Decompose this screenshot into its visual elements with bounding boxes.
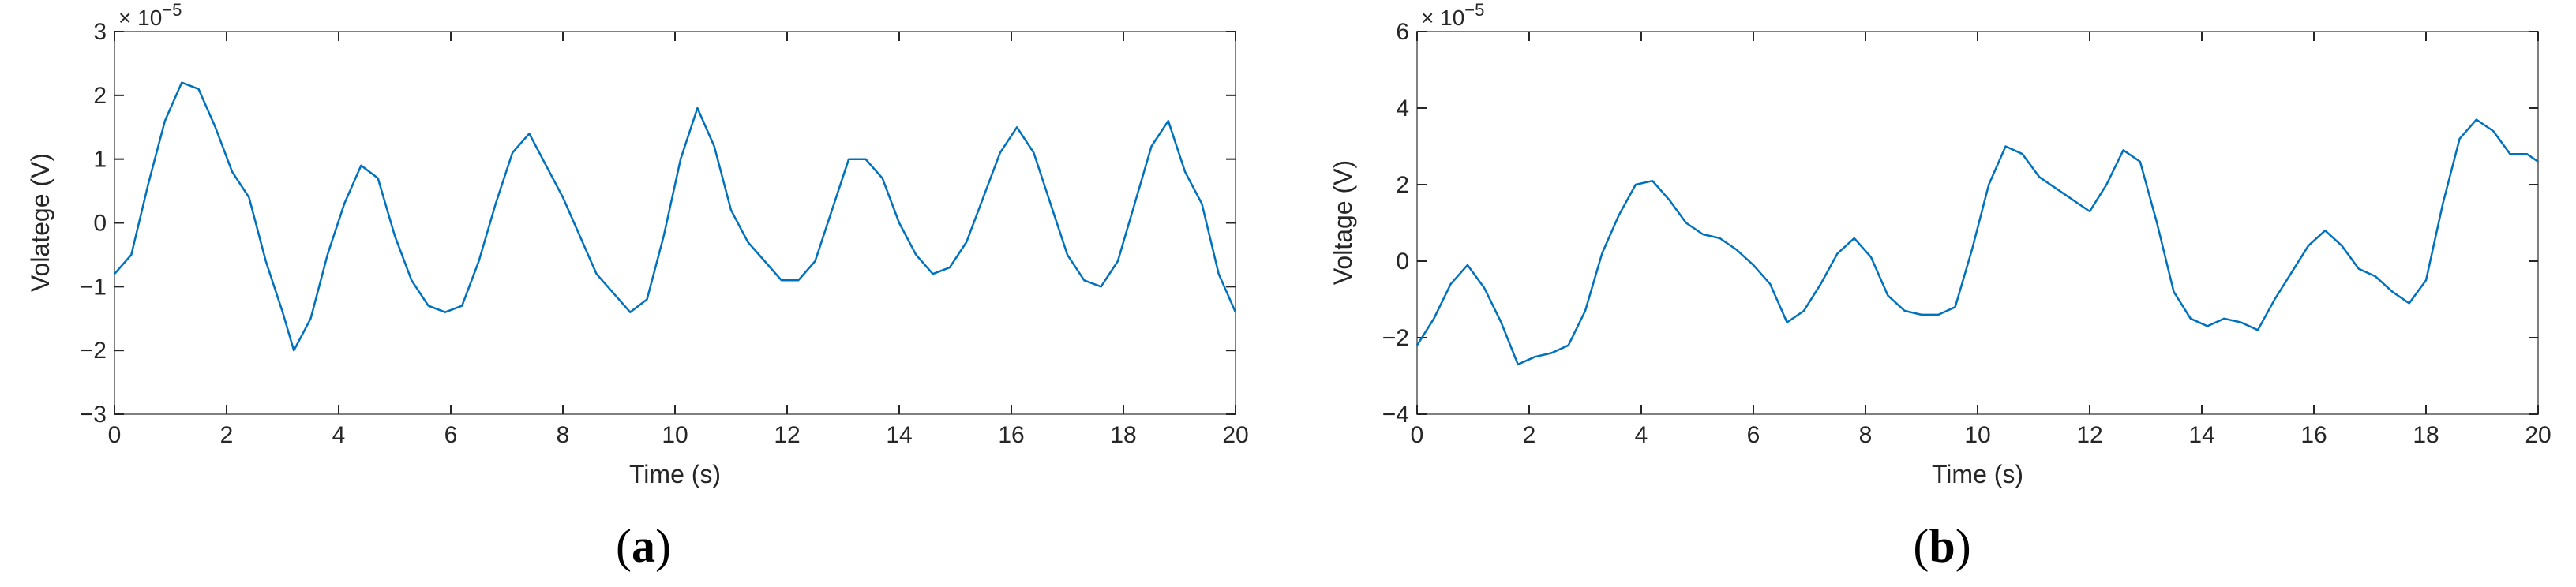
y-tick-label: 6 xyxy=(1396,19,1409,45)
voltage-series-line xyxy=(1415,118,2539,366)
panel-label-a: (a) xyxy=(616,520,671,572)
x-axis-label: Time (s) xyxy=(629,460,721,488)
x-tick-label: 8 xyxy=(557,422,570,448)
x-tick-label: 10 xyxy=(662,422,688,448)
y-tick-label: −2 xyxy=(1382,325,1409,351)
x-tick-label: 16 xyxy=(998,422,1024,448)
x-tick-label: 20 xyxy=(1222,422,1248,448)
plot-area-box xyxy=(114,31,1236,415)
y-tick-label: −3 xyxy=(80,402,107,428)
x-tick-label: 14 xyxy=(2188,422,2214,448)
x-tick-label: 10 xyxy=(1964,422,1990,448)
y-tick-label: −2 xyxy=(80,338,107,364)
x-tick-label: 12 xyxy=(774,422,800,448)
x-tick-label: 14 xyxy=(886,422,912,448)
plot-area-box xyxy=(1416,31,2539,415)
y-tick-label: 2 xyxy=(93,83,107,109)
x-tick-label: 4 xyxy=(332,422,346,448)
x-axis-label: Time (s) xyxy=(1932,460,2023,488)
x-tick-label: 8 xyxy=(1859,422,1873,448)
y-tick-label: 0 xyxy=(93,211,107,237)
x-tick-label: 18 xyxy=(1110,422,1136,448)
y-tick-label: 4 xyxy=(1396,95,1409,122)
chart-panel-b: 0 2 4 6 8 10 12 14 16 18 20 −4 −2 0 2 4 6 × 10−5 Time (s… xyxy=(1329,0,2552,572)
y-exponent-label: × 10−5 xyxy=(118,0,182,30)
y-tick-label: 2 xyxy=(1396,172,1409,198)
x-tick-label: 6 xyxy=(1747,422,1760,448)
ticks-group: 0 2 4 6 8 10 12 14 16 18 20 −4 −2 0 2 4 6 xyxy=(1382,19,2552,448)
y-tick-label: −1 xyxy=(80,274,107,300)
x-tick-label: 4 xyxy=(1635,422,1648,448)
x-tick-label: 0 xyxy=(1411,422,1424,448)
voltage-series-line xyxy=(114,81,1237,352)
x-tick-label: 20 xyxy=(2525,422,2551,448)
x-tick-label: 2 xyxy=(1523,422,1536,448)
x-tick-label: 0 xyxy=(108,422,122,448)
y-tick-label: −4 xyxy=(1382,402,1409,428)
y-axis-label: Voltage (V) xyxy=(1329,160,1357,285)
y-tick-label: 0 xyxy=(1396,249,1409,275)
x-tick-label: 18 xyxy=(2413,422,2439,448)
x-tick-label: 12 xyxy=(2076,422,2102,448)
y-exponent-label: × 10−5 xyxy=(1421,0,1484,30)
x-tick-label: 6 xyxy=(444,422,458,448)
y-tick-label: 3 xyxy=(93,19,107,45)
y-tick-label: 1 xyxy=(93,147,107,173)
panel-label-b: (b) xyxy=(1913,520,1970,572)
x-tick-label: 2 xyxy=(220,422,234,448)
x-tick-label: 16 xyxy=(2300,422,2327,448)
y-axis-label: Volatege (V) xyxy=(26,153,54,292)
